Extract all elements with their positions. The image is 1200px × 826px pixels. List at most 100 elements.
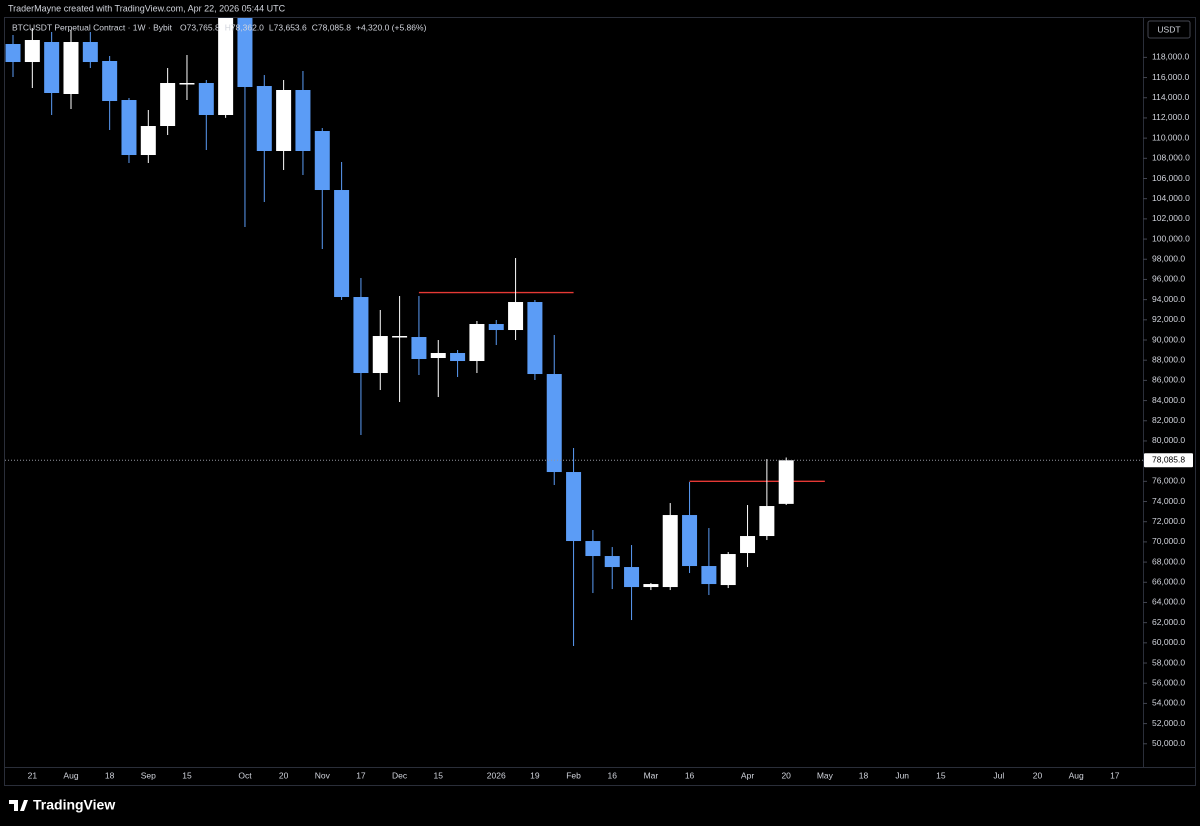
y-tick-label: 70,000.0 <box>1152 536 1185 546</box>
candle-body <box>24 40 40 63</box>
y-tick-label: 86,000.0 <box>1152 375 1185 385</box>
y-tick-label: 80,000.0 <box>1152 435 1185 445</box>
candle-body <box>682 515 698 567</box>
legend-value: H78,362.0 <box>225 22 264 32</box>
x-tick-label: 15 <box>182 770 192 780</box>
candle-body <box>179 83 195 85</box>
x-tick-label: 17 <box>1110 770 1120 780</box>
candle-body <box>508 302 524 331</box>
candle-body <box>140 126 156 156</box>
y-tick-label: 90,000.0 <box>1152 334 1185 344</box>
y-tick-label: 74,000.0 <box>1152 496 1185 506</box>
brand: TradingView <box>9 797 115 813</box>
candle-body <box>566 472 582 542</box>
candle-body <box>740 536 756 554</box>
legend-value: L73,653.6 <box>269 22 307 32</box>
y-tick-label: 72,000.0 <box>1152 516 1185 526</box>
y-tick-label: 64,000.0 <box>1152 597 1185 607</box>
candle-body <box>527 302 543 375</box>
x-tick-label: 15 <box>434 770 444 780</box>
y-tick-label: 104,000.0 <box>1152 193 1190 203</box>
y-tick-label: 96,000.0 <box>1152 274 1185 284</box>
y-tick-label: 88,000.0 <box>1152 354 1185 364</box>
x-tick-label: Sep <box>141 770 156 780</box>
x-tick-label: Jul <box>993 770 1004 780</box>
candle-body <box>218 18 234 116</box>
candle-body <box>469 324 485 362</box>
last-price-box <box>1144 453 1193 468</box>
y-tick-label: 110,000.0 <box>1152 132 1189 142</box>
candle-body <box>546 374 562 473</box>
candle-body <box>237 18 253 88</box>
candle-body <box>314 131 330 191</box>
y-tick-label: 92,000.0 <box>1152 314 1185 324</box>
last-price-label: 78,085.8 <box>1152 455 1185 465</box>
x-tick-label: 15 <box>936 770 946 780</box>
y-tick-label: 106,000.0 <box>1152 173 1190 183</box>
y-tick-label: 54,000.0 <box>1152 698 1185 708</box>
candle-body <box>102 61 118 102</box>
y-tick-label: 114,000.0 <box>1152 92 1189 102</box>
candle-body <box>121 100 137 156</box>
candle-body <box>160 83 176 127</box>
symbol-title: BTCUSDT Perpetual Contract · 1W · Bybit <box>12 22 173 32</box>
candle-body <box>256 86 272 152</box>
x-tick-label: 2026 <box>487 770 506 780</box>
brand-name: TradingView <box>33 797 115 813</box>
candle-body <box>662 515 678 588</box>
currency-box <box>1147 20 1191 39</box>
x-tick-label: 19 <box>530 770 540 780</box>
candle-body <box>585 541 601 557</box>
x-tick-label: Apr <box>741 770 754 780</box>
currency: USDT <box>1157 24 1180 34</box>
x-tick-label: 16 <box>607 770 617 780</box>
legend-value: O73,765.8 <box>180 22 220 32</box>
y-tick-label: 94,000.0 <box>1152 294 1185 304</box>
candle-body <box>82 42 98 63</box>
x-tick-label: 16 <box>685 770 695 780</box>
x-tick-label: Oct <box>238 770 252 780</box>
candle-body <box>624 567 640 588</box>
brand-logo <box>9 800 28 811</box>
x-tick-label: Nov <box>315 770 331 780</box>
y-tick-label: 60,000.0 <box>1152 637 1185 647</box>
candle-body <box>720 554 736 586</box>
x-tick-label: 18 <box>105 770 115 780</box>
x-tick-label: Aug <box>63 770 78 780</box>
x-tick-label: 20 <box>279 770 289 780</box>
y-tick-label: 52,000.0 <box>1152 718 1185 728</box>
y-tick-label: 56,000.0 <box>1152 677 1185 687</box>
y-tick-label: 100,000.0 <box>1152 233 1190 243</box>
y-tick-label: 112,000.0 <box>1152 112 1189 122</box>
candle-body <box>643 584 659 588</box>
candle-body <box>5 44 21 63</box>
x-tick-label: 18 <box>859 770 869 780</box>
candle-body <box>759 506 775 537</box>
legend-value: +4,320.0 (+5.86%) <box>356 22 427 32</box>
y-tick-label: 76,000.0 <box>1152 476 1185 486</box>
candle-body <box>44 42 60 94</box>
y-tick-label: 116,000.0 <box>1152 72 1189 82</box>
candle-body <box>604 556 620 568</box>
candle-body <box>372 336 388 374</box>
y-tick-label: 68,000.0 <box>1152 556 1185 566</box>
y-tick-label: 118,000.0 <box>1152 52 1189 62</box>
y-tick-label: 62,000.0 <box>1152 617 1185 627</box>
x-tick-label: Feb <box>566 770 581 780</box>
candle-body <box>334 190 350 298</box>
y-tick-label: 102,000.0 <box>1152 213 1190 223</box>
candle-body <box>778 460 794 504</box>
legend-value: C78,085.8 <box>312 22 351 32</box>
candle-body <box>701 566 717 585</box>
y-tick-label: 108,000.0 <box>1152 153 1190 163</box>
candle-body <box>411 337 427 360</box>
x-tick-label: Dec <box>392 770 408 780</box>
y-tick-label: 84,000.0 <box>1152 395 1185 405</box>
x-tick-label: Mar <box>644 770 659 780</box>
x-tick-label: 20 <box>1033 770 1043 780</box>
candle-body <box>392 336 408 338</box>
x-tick-label: May <box>817 770 834 780</box>
